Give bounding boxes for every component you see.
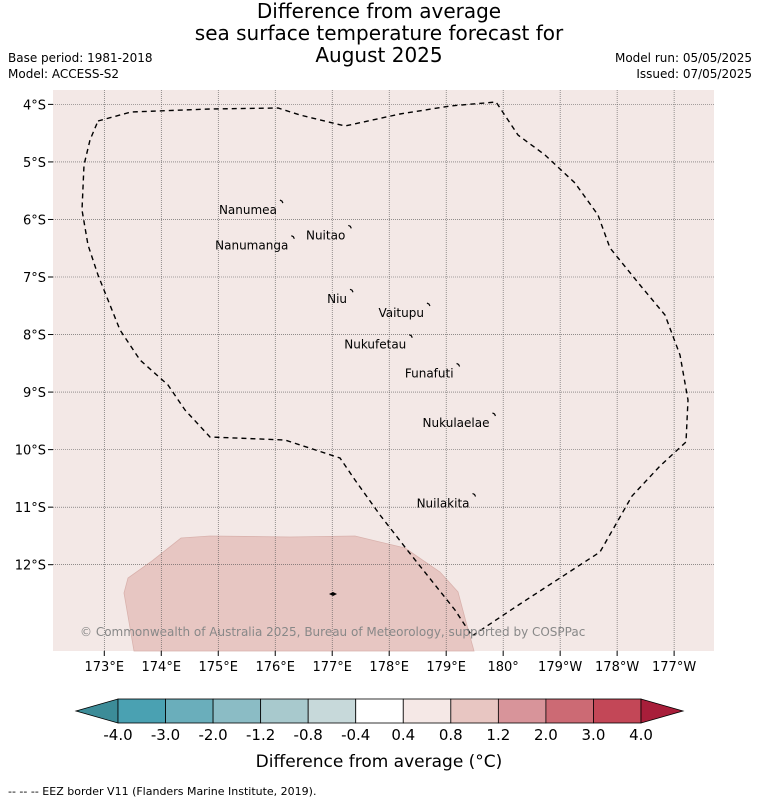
title-line-3: August 2025 xyxy=(315,43,443,67)
colorbar-swatch xyxy=(497,698,547,724)
graticule xyxy=(48,90,714,656)
colorbar-tick-label: 3.0 xyxy=(582,726,606,744)
island-label: Vaitupu xyxy=(378,306,424,320)
lat-label: 12°S xyxy=(15,559,46,574)
island-shape xyxy=(348,224,352,229)
map-title: Difference from average sea surface temp… xyxy=(0,0,758,66)
lat-label: 10°S xyxy=(15,444,46,459)
title-line-1: Difference from average xyxy=(256,0,502,23)
lon-label: 176°E xyxy=(255,660,295,675)
colorbar-tick-label: -4.0 xyxy=(103,726,132,744)
longitude-labels: 173°E 174°E 175°E 176°E 177°E 178°E 179°E 180° 1… xyxy=(85,660,697,675)
lon-label: 175°E xyxy=(198,660,238,675)
island-shape xyxy=(409,334,413,338)
colorbar-swatch xyxy=(260,698,309,724)
colorbar-swatch xyxy=(117,698,166,724)
colorbar-tick-label: -1.2 xyxy=(246,726,275,744)
eez-footnote: -- -- -- EEZ border V11 (Flanders Marine… xyxy=(8,785,317,798)
island-shape xyxy=(492,412,497,417)
island-label: Nuitao xyxy=(306,228,345,242)
colorbar-swatch xyxy=(165,698,214,724)
colorbar: -4.0 -3.0 -2.0 -1.2 -0.8 -0.4 0.4 0.8 1.2 2.0 3.0 4… xyxy=(74,698,685,744)
latitude-labels: 4°S 5°S 6°S 7°S 8°S 9°S 10°S 11°S 12°S xyxy=(15,98,46,573)
colorbar-over-arrow xyxy=(640,698,685,724)
lon-label: 179°E xyxy=(426,660,466,675)
island-label: Nanumea xyxy=(219,203,277,217)
island-shape xyxy=(291,235,295,239)
lat-label: 5°S xyxy=(23,156,46,171)
title-line-2: sea surface temperature forecast for xyxy=(194,21,564,45)
map-canvas: Nanumea Nuitao Nanumanga Niu Vaitupu Nukufeta… xyxy=(15,90,714,675)
island-label: Nukulaelae xyxy=(423,416,490,430)
lon-label: 174°E xyxy=(142,660,182,675)
lat-label: 6°S xyxy=(23,213,46,228)
island-label: Nuilakita xyxy=(417,496,470,510)
run-info: Model run: 05/05/2025 Issued: 07/05/2025 xyxy=(615,50,752,82)
colorbar-tick-label: 1.2 xyxy=(486,726,510,744)
colorbar-title: Difference from average (°C) xyxy=(255,752,503,772)
colorbar-tick-label: -0.8 xyxy=(294,726,323,744)
island-shape xyxy=(456,362,461,367)
island-shape xyxy=(426,302,431,307)
model-run-date: Model run: 05/05/2025 xyxy=(614,51,752,65)
colorbar-tick-label: -3.0 xyxy=(151,726,180,744)
copyright-notice: © Commonwealth of Australia 2025, Bureau… xyxy=(80,625,585,639)
base-period: Base period: 1981-2018 xyxy=(8,51,153,65)
lon-label: 177°W xyxy=(652,660,696,675)
lon-label: 173°E xyxy=(85,660,125,675)
model-info: Base period: 1981-2018 Model: ACCESS-S2 xyxy=(8,50,153,82)
island-shape xyxy=(279,199,284,204)
issued-date: Issued: 07/05/2025 xyxy=(636,67,752,81)
island-labels: Nanumea Nuitao Nanumanga Niu Vaitupu Nukufeta… xyxy=(215,199,497,510)
colorbar-tick-label: 0.4 xyxy=(391,726,415,744)
island-label: Nukufetau xyxy=(344,338,406,352)
reef-outline xyxy=(329,592,337,596)
lat-label: 4°S xyxy=(23,98,46,113)
island-label: Funafuti xyxy=(405,366,454,380)
colorbar-swatch xyxy=(355,698,404,724)
lat-label: 7°S xyxy=(23,271,46,286)
lon-label: 178°E xyxy=(369,660,409,675)
model-name: Model: ACCESS-S2 xyxy=(8,67,120,81)
lon-label: 177°E xyxy=(312,660,352,675)
lon-label: 179°W xyxy=(538,660,582,675)
colorbar-swatch xyxy=(212,698,262,724)
lat-label: 8°S xyxy=(23,329,46,344)
colorbar-swatch xyxy=(307,698,357,724)
colorbar-swatch xyxy=(545,698,594,724)
lon-label: 180° xyxy=(487,660,518,675)
island-shape xyxy=(472,492,477,497)
colorbar-swatch xyxy=(402,698,452,724)
colorbar-swatch xyxy=(593,698,642,724)
colorbar-tick-label: 0.8 xyxy=(439,726,463,744)
lat-label: 11°S xyxy=(15,501,46,516)
island-label: Niu xyxy=(327,292,347,306)
lat-label: 9°S xyxy=(23,386,46,401)
island-label: Nanumanga xyxy=(215,239,288,253)
island-shape xyxy=(349,288,354,293)
lon-label: 178°W xyxy=(595,660,639,675)
colorbar-tick-label: 4.0 xyxy=(629,726,653,744)
colorbar-under-arrow xyxy=(74,698,119,724)
colorbar-swatches xyxy=(74,698,685,724)
colorbar-tick-label: -2.0 xyxy=(198,726,227,744)
colorbar-tick-labels: -4.0 -3.0 -2.0 -1.2 -0.8 -0.4 0.4 0.8 1.2 2.0 3.0 4… xyxy=(103,726,653,744)
colorbar-tick-label: -0.4 xyxy=(341,726,370,744)
colorbar-swatch xyxy=(450,698,499,724)
colorbar-tick-label: 2.0 xyxy=(534,726,558,744)
